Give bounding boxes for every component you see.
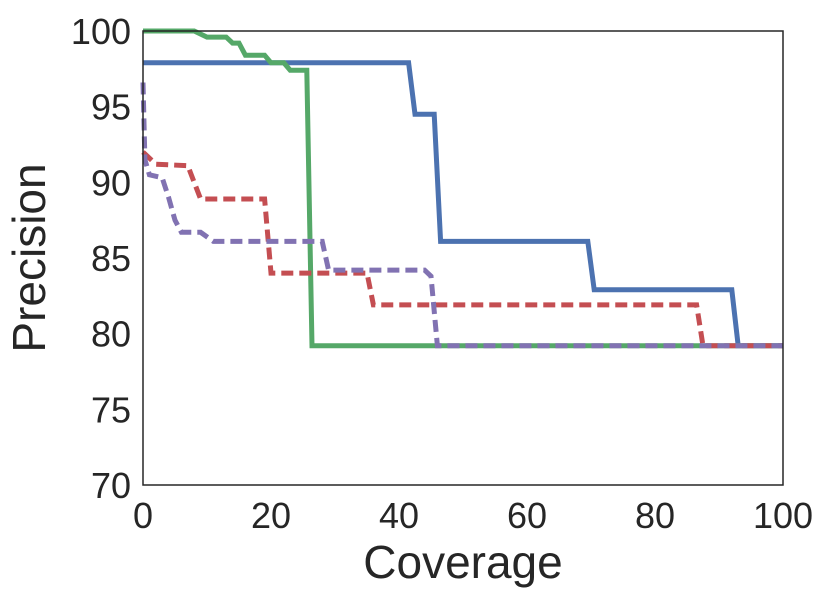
plot-frame	[142, 30, 784, 486]
series-line-1	[143, 60, 783, 349]
x-tick-label: 80	[635, 495, 675, 536]
series-lines	[140, 28, 783, 349]
y-tick-label: 75	[91, 389, 131, 430]
y-tick-label: 70	[91, 465, 131, 506]
y-tick-label: 90	[91, 162, 131, 203]
y-tick-label: 85	[91, 238, 131, 279]
y-tick-label: 95	[91, 87, 131, 128]
x-tick-label: 60	[507, 495, 547, 536]
x-tick-label: 0	[133, 495, 153, 536]
series-line-3	[141, 150, 783, 349]
y-tick-label: 100	[71, 11, 131, 52]
series-line-2	[143, 28, 783, 349]
x-tick-label: 40	[379, 495, 419, 536]
x-axis-title: Coverage	[363, 536, 562, 588]
series-line-4	[140, 82, 783, 349]
y-tick-label: 80	[91, 314, 131, 355]
y-axis-title: Precision	[3, 163, 55, 352]
x-tick-label: 100	[753, 495, 813, 536]
y-tick-labels: 70 75 80 85 90 95 100	[71, 11, 131, 506]
x-tick-labels: 0 20 40 60 80 100	[133, 495, 813, 536]
x-tick-label: 20	[251, 495, 291, 536]
